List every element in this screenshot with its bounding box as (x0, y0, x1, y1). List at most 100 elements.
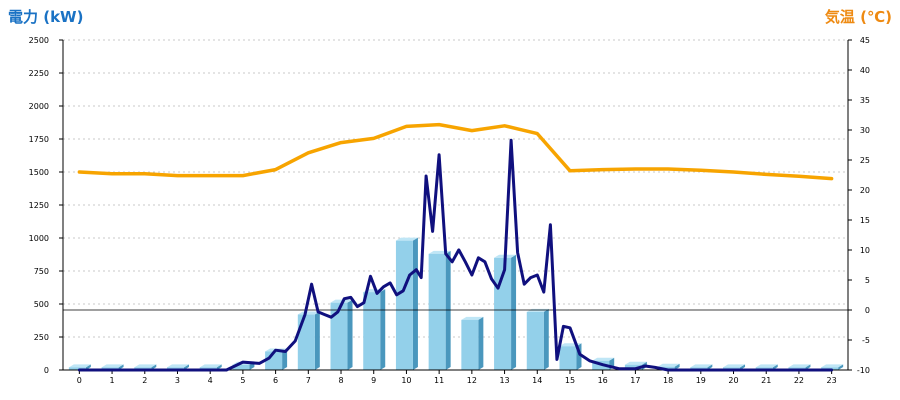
bar-side (282, 348, 288, 370)
x-tick-label: 17 (630, 376, 640, 385)
x-tick-label: 20 (728, 376, 738, 385)
left-tick-label: 750 (34, 267, 49, 276)
right-tick-label: 10 (860, 246, 870, 255)
bar-side (543, 308, 549, 370)
series-lines (77, 122, 834, 372)
x-tick-label: 4 (208, 376, 213, 385)
bar-top (461, 316, 484, 320)
x-tick-label: 18 (663, 376, 673, 385)
right-tick-label: 0 (865, 306, 870, 315)
x-tick-label: 12 (467, 376, 477, 385)
bar-side (314, 311, 320, 370)
x-tick-label: 10 (401, 376, 411, 385)
bar-top (821, 364, 844, 368)
x-tick-label: 11 (434, 376, 444, 385)
x-tick-label: 3 (175, 376, 180, 385)
bar-top (755, 364, 778, 368)
power-line (77, 138, 834, 372)
left-tick-label: 1250 (29, 201, 49, 210)
x-tick-label: 19 (696, 376, 706, 385)
right-tick-label: 45 (860, 36, 870, 45)
bar-top (788, 364, 811, 368)
x-tick-label: 23 (827, 376, 837, 385)
bar-top (134, 364, 157, 368)
bar-front (330, 302, 348, 370)
x-tick-label: 8 (338, 376, 343, 385)
bar-front (232, 364, 250, 370)
bar-top (297, 311, 320, 315)
x-tick-label: 0 (77, 376, 82, 385)
right-tick-label: 20 (860, 186, 870, 195)
left-axis-title: 電力 (kW) (8, 8, 83, 26)
bar-top (723, 364, 746, 368)
bar-side (478, 316, 484, 370)
left-tick-label: 2250 (29, 69, 49, 78)
bar-front (559, 346, 577, 370)
x-tick-label: 16 (598, 376, 608, 385)
bar-top (68, 364, 91, 368)
bar-side (380, 289, 386, 370)
power-bar (297, 311, 320, 370)
right-tick-label: 25 (860, 156, 870, 165)
x-tick-label: 7 (306, 376, 311, 385)
right-tick-label: 15 (860, 216, 870, 225)
left-tick-label: 1500 (29, 168, 49, 177)
axes (59, 39, 852, 374)
bar-front (395, 240, 413, 370)
bar-top (624, 361, 647, 365)
bar-front (363, 292, 381, 370)
bar-front (526, 311, 544, 370)
bar-top (592, 357, 615, 361)
x-tick-label: 15 (565, 376, 575, 385)
bar-front (461, 319, 479, 370)
right-tick-label: -5 (862, 336, 870, 345)
right-tick-label: 40 (860, 66, 870, 75)
left-tick-label: 2000 (29, 102, 49, 111)
x-tick-label: 14 (532, 376, 542, 385)
x-tick-label: 2 (142, 376, 147, 385)
left-tick-label: 1000 (29, 234, 49, 243)
power-bar (461, 316, 484, 370)
right-tick-label: -10 (857, 366, 870, 375)
right-tick-label: 5 (865, 276, 870, 285)
x-tick-label: 6 (273, 376, 278, 385)
bar-side (445, 250, 451, 370)
power-bar (526, 308, 549, 370)
x-tick-label: 21 (761, 376, 771, 385)
bar-side (511, 254, 517, 370)
left-tick-label: 500 (34, 300, 49, 309)
left-tick-label: 0 (44, 366, 49, 375)
power-bar (428, 250, 451, 370)
bar-top (101, 364, 124, 368)
left-tick-label: 250 (34, 333, 49, 342)
power-bar (363, 289, 386, 370)
x-tick-label: 22 (794, 376, 804, 385)
bar-top (690, 364, 713, 368)
temperature-line (77, 122, 834, 181)
bar-side (838, 364, 844, 370)
bar-side (412, 237, 418, 370)
x-tick-label: 1 (110, 376, 115, 385)
power-bar (395, 237, 418, 370)
bar-top (395, 237, 418, 241)
bar-front (297, 314, 315, 370)
x-tick-label: 5 (240, 376, 245, 385)
right-tick-label: 30 (860, 126, 870, 135)
x-tick-label: 13 (499, 376, 509, 385)
bar-front (68, 367, 86, 370)
bar-top (657, 363, 680, 367)
right-axis-title: 気温 (℃) (825, 8, 892, 26)
x-tick-label: 9 (371, 376, 376, 385)
bar-side (674, 363, 680, 370)
bar-top (199, 364, 222, 368)
tick-labels: 02505007501000125015001750200022502500-1… (29, 36, 870, 385)
bar-top (166, 364, 189, 368)
bar-side (347, 299, 353, 370)
grid-lines (63, 39, 848, 338)
left-tick-label: 2500 (29, 36, 49, 45)
left-tick-label: 1750 (29, 135, 49, 144)
bar-front (428, 253, 446, 370)
power-bar (330, 299, 353, 370)
right-tick-label: 35 (860, 96, 870, 105)
